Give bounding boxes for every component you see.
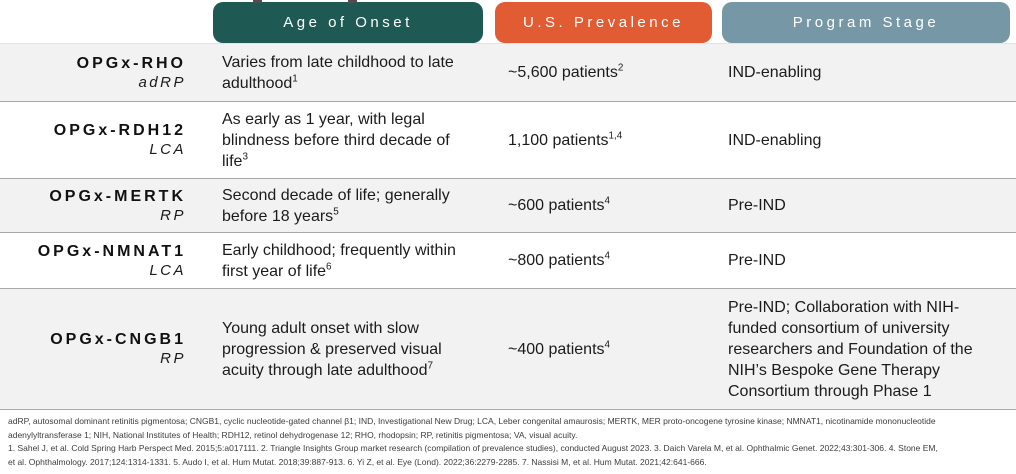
age-of-onset-text: Varies from late childhood to late adult… — [222, 53, 454, 92]
table-row: OPGx-NMNAT1 LCA Early childhood; frequen… — [0, 232, 1016, 288]
age-of-onset-cell: Varies from late childhood to late adult… — [213, 44, 495, 101]
age-of-onset-cell: Early childhood; frequently within first… — [213, 233, 495, 288]
program-cell: OPGx-RDH12 LCA — [0, 102, 213, 178]
references-line: 1. Sahel J, et al. Cold Spring Harb Pers… — [8, 443, 938, 453]
program-stage-cell: IND-enabling — [717, 102, 1016, 178]
table-row: OPGx-RHO adRP Varies from late childhood… — [0, 43, 1016, 101]
prevalence-cell: ~800 patients4 — [495, 233, 717, 288]
reference-superscript: 7 — [427, 360, 433, 372]
table-row: OPGx-MERTK RP Second decade of life; gen… — [0, 178, 1016, 232]
reference-superscript: 1 — [292, 73, 298, 85]
age-of-onset-cell: Young adult onset with slow progression … — [213, 289, 495, 409]
prevalence-cell: ~5,600 patients2 — [495, 44, 717, 101]
program-cell: OPGx-CNGB1 RP — [0, 289, 213, 409]
prevalence-cell: 1,100 patients1,4 — [495, 102, 717, 178]
age-of-onset-cell: Second decade of life; generally before … — [213, 179, 495, 232]
cropped-text-artifact — [348, 0, 357, 3]
program-stage-cell: IND-enabling — [717, 44, 1016, 101]
references-line: et al. Ophthalmology. 2017;124:1314-1331… — [8, 456, 707, 467]
column-header-us-prevalence: U.S. Prevalence — [495, 2, 712, 43]
program-name: OPGx-CNGB1 — [50, 331, 186, 348]
reference-superscript: 4 — [604, 250, 611, 262]
program-stage-text: IND-enabling — [728, 131, 822, 149]
prevalence-text: ~400 patients — [508, 340, 605, 358]
age-of-onset-text: As early as 1 year, with legal blindness… — [222, 110, 450, 170]
reference-superscript: 3 — [242, 151, 248, 163]
prevalence-text: 1,100 patients — [508, 131, 609, 149]
table-header: Age of Onset U.S. Prevalence Program Sta… — [0, 0, 1016, 43]
reference-superscript: 2 — [617, 62, 624, 74]
program-stage-cell: Pre-IND — [717, 233, 1016, 288]
abbreviations-line: adRP, autosomal dominant retinitis pigme… — [8, 416, 936, 426]
program-stage-text: Pre-IND — [728, 252, 786, 269]
program-stage-cell: Pre-IND; Collaboration with NIH-funded c… — [717, 289, 1016, 409]
prevalence-text: ~600 patients — [508, 197, 605, 214]
column-header-program-stage: Program Stage — [722, 2, 1010, 43]
reference-superscript: 4 — [604, 339, 611, 351]
program-cell: OPGx-RHO adRP — [0, 44, 213, 101]
program-indication: LCA — [149, 141, 186, 158]
program-stage-text: Pre-IND; Collaboration with NIH-funded c… — [728, 298, 973, 400]
table-row: OPGx-RDH12 LCA As early as 1 year, with … — [0, 101, 1016, 178]
program-indication: RP — [160, 350, 186, 367]
age-of-onset-cell: As early as 1 year, with legal blindness… — [213, 102, 495, 178]
prevalence-text: ~5,600 patients — [508, 64, 618, 81]
program-stage-text: Pre-IND — [728, 197, 786, 214]
program-cell: OPGx-MERTK RP — [0, 179, 213, 232]
reference-superscript: 6 — [326, 261, 332, 273]
program-stage-text: IND-enabling — [728, 64, 822, 81]
reference-superscript: 4 — [604, 195, 611, 207]
program-stage-cell: Pre-IND — [717, 179, 1016, 232]
program-name: OPGx-RDH12 — [53, 122, 186, 139]
column-header-age-of-onset: Age of Onset — [213, 2, 483, 43]
table-row: OPGx-CNGB1 RP Young adult onset with slo… — [0, 288, 1016, 410]
age-of-onset-text: Early childhood; frequently within first… — [222, 241, 456, 280]
program-name: OPGx-NMNAT1 — [37, 242, 186, 260]
prevalence-cell: ~600 patients4 — [495, 179, 717, 232]
reference-superscript: 1,4 — [608, 130, 623, 142]
program-cell: OPGx-NMNAT1 LCA — [0, 233, 213, 288]
reference-superscript: 5 — [333, 206, 339, 218]
program-indication: adRP — [138, 73, 186, 91]
cropped-text-artifact — [253, 0, 262, 3]
age-of-onset-text: Second decade of life; generally before … — [222, 186, 450, 225]
program-name: OPGx-MERTK — [49, 187, 186, 205]
age-of-onset-text: Young adult onset with slow progression … — [222, 319, 442, 379]
program-name: OPGx-RHO — [76, 54, 186, 72]
prevalence-text: ~800 patients — [508, 252, 605, 269]
footnotes: adRP, autosomal dominant retinitis pigme… — [0, 410, 1016, 469]
program-indication: LCA — [149, 261, 186, 279]
abbreviations-line: adenylyltransferase 1; NIH, National Ins… — [8, 429, 578, 440]
program-indication: RP — [160, 206, 186, 224]
prevalence-cell: ~400 patients4 — [495, 289, 717, 409]
